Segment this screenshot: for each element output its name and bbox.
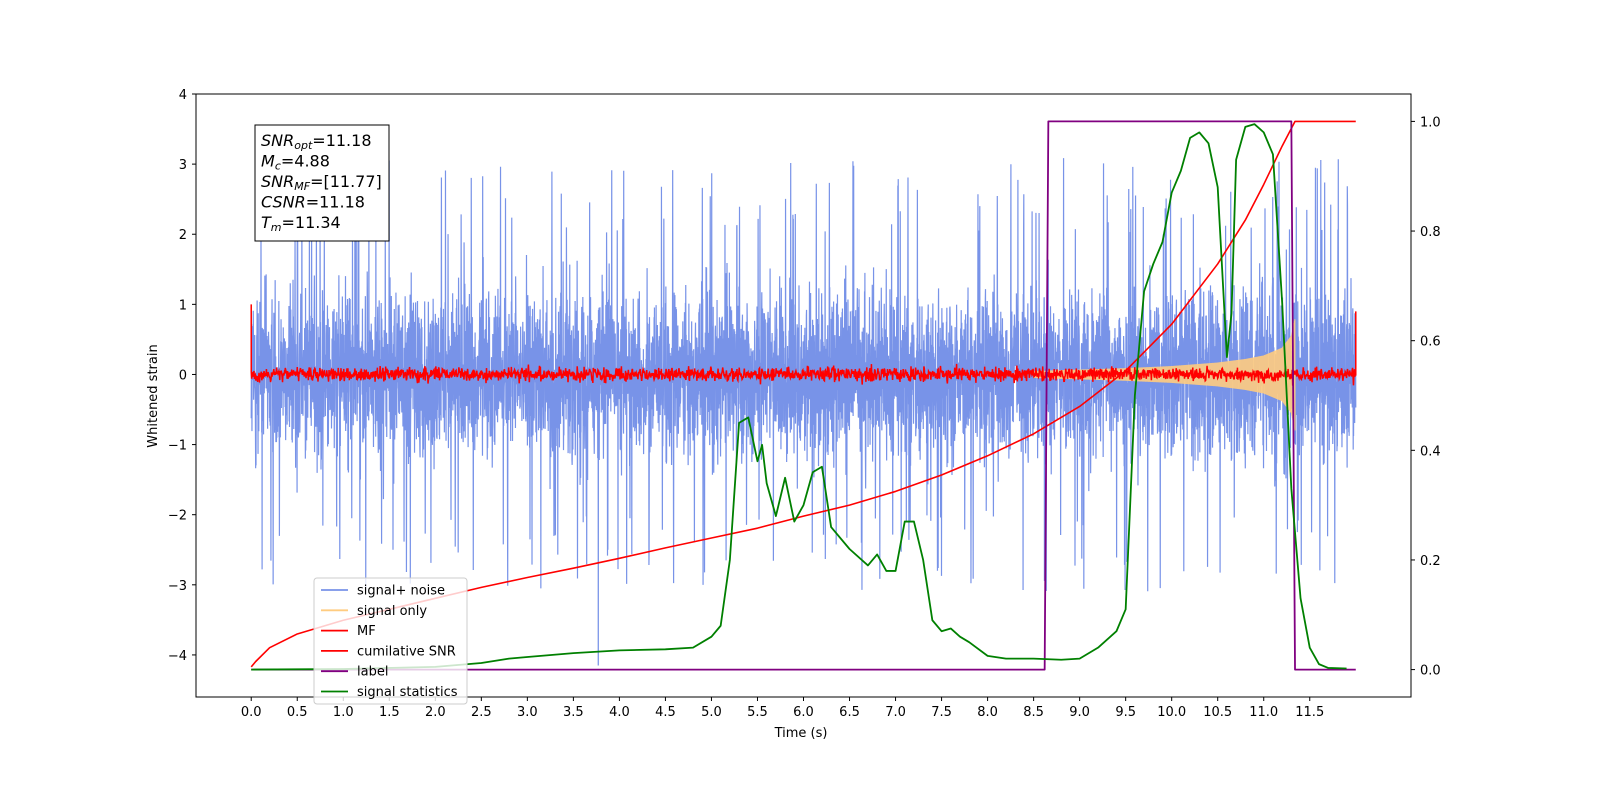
annotation-box: SNRopt=11.18Mc=4.88SNRMF=[11.77]CSNR=11.… xyxy=(254,124,390,242)
axes-layer: 0.0 0.5 1.0 1.5 2.0 2.5 3.0 3.5 4.0 4.5 5.0 5.5 6.0 6… xyxy=(168,88,1441,720)
annotation-line: Tm=11.34 xyxy=(261,213,341,234)
series-signal-statistics xyxy=(251,123,1347,671)
y-left-tick-label: 1 xyxy=(179,298,187,313)
x-tick-label: 8.0 xyxy=(977,705,998,720)
y-left-tick-label: −2 xyxy=(168,509,187,524)
legend-label: cumilative SNR xyxy=(357,644,456,659)
y-right-tick-label: 1.0 xyxy=(1420,115,1441,130)
y-right-tick-label: 0.0 xyxy=(1420,664,1441,679)
y-right-tick-label: 0.2 xyxy=(1420,554,1441,569)
x-tick-label: 10.5 xyxy=(1203,705,1232,720)
annotation-line: SNRMF=[11.77] xyxy=(261,172,382,193)
legend-label: MF xyxy=(357,624,376,639)
y-left-tick-label: 3 xyxy=(179,158,187,173)
legend-label: signal only xyxy=(357,604,427,619)
legend-items: signal+ noise signal only MF cumilative SNR… xyxy=(321,584,458,700)
x-tick-label: 2.5 xyxy=(471,705,492,720)
legend-label: signal statistics xyxy=(357,685,458,700)
series-label xyxy=(251,120,1356,671)
x-tick-label: 4.5 xyxy=(655,705,676,720)
y-left-tick-label: 2 xyxy=(179,228,187,243)
x-tick-label: 1.5 xyxy=(379,705,400,720)
plot-data-layer xyxy=(250,120,1357,671)
legend: signal+ noise signal only MF cumilative SNR… xyxy=(313,577,468,705)
series-signal-noise xyxy=(250,158,1357,666)
y-left-tick-label: 0 xyxy=(179,368,187,383)
x-tick-label: 8.5 xyxy=(1023,705,1044,720)
annotation-line: CSNR=11.18 xyxy=(261,193,365,212)
x-tick-label: 0.5 xyxy=(287,705,308,720)
y-axis-title: Whitened strain xyxy=(146,344,161,447)
x-tick-label: 6.5 xyxy=(839,705,860,720)
legend-frame xyxy=(313,577,468,705)
x-tick-label: 2.0 xyxy=(425,705,446,720)
y-left-tick-label: −4 xyxy=(168,649,187,664)
x-tick-label: 9.0 xyxy=(1069,705,1090,720)
x-tick-label: 11.0 xyxy=(1249,705,1278,720)
x-tick-label: 7.5 xyxy=(931,705,952,720)
annotation-line: Mc=4.88 xyxy=(261,152,330,173)
x-tick-label: 9.5 xyxy=(1115,705,1136,720)
x-tick-label: 7.0 xyxy=(885,705,906,720)
y-left-tick-label: 4 xyxy=(179,88,187,103)
x-tick-label: 5.0 xyxy=(701,705,722,720)
x-tick-label: 0.0 xyxy=(241,705,262,720)
annotation-lines: SNRopt=11.18Mc=4.88SNRMF=[11.77]CSNR=11.… xyxy=(261,131,382,234)
x-tick-label: 5.5 xyxy=(747,705,768,720)
x-tick-label: 3.5 xyxy=(563,705,584,720)
x-tick-label: 3.0 xyxy=(517,705,538,720)
x-tick-label: 4.0 xyxy=(609,705,630,720)
series-mf xyxy=(250,304,1357,386)
x-tick-label: 11.5 xyxy=(1295,705,1324,720)
x-tick-label: 10.0 xyxy=(1157,705,1186,720)
annotation-line: SNRopt=11.18 xyxy=(261,131,372,152)
y-right-tick-label: 0.8 xyxy=(1420,225,1441,240)
x-tick-label: 6.0 xyxy=(793,705,814,720)
x-axis-title: Time (s) xyxy=(774,726,828,741)
legend-label: label xyxy=(357,665,388,680)
y-left-tick-label: −3 xyxy=(168,579,187,594)
legend-label: signal+ noise xyxy=(357,584,445,599)
y-right-tick-label: 0.4 xyxy=(1420,444,1441,459)
annotation-frame xyxy=(254,124,390,242)
x-tick-label: 1.0 xyxy=(333,705,354,720)
y-right-tick-label: 0.6 xyxy=(1420,335,1441,350)
y-left-tick-label: −1 xyxy=(168,439,187,454)
